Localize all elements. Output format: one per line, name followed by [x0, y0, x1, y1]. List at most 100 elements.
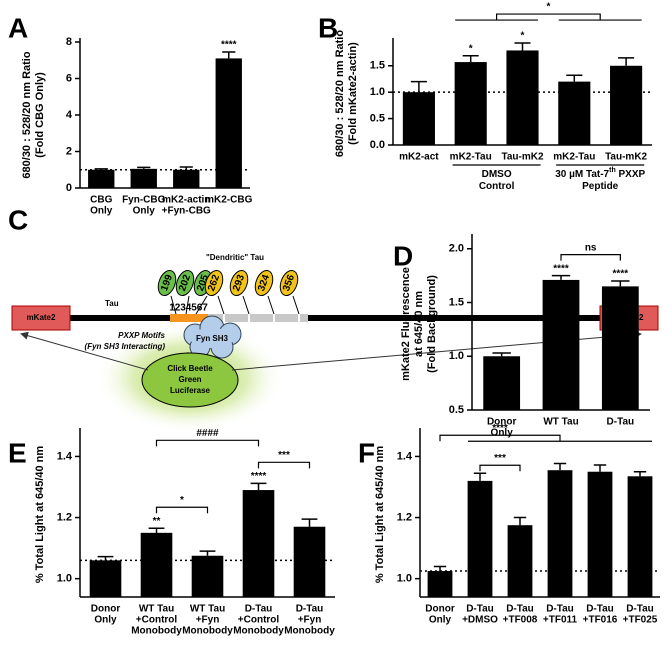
label: WT Tau: [139, 604, 174, 615]
significance: *: [469, 43, 473, 54]
stem: [292, 295, 300, 315]
bar: [242, 490, 275, 597]
bar: [507, 525, 533, 597]
error-bar: [566, 74, 583, 82]
y-tick-label: 1.0: [397, 573, 412, 585]
bracket: [479, 464, 521, 472]
site: [175, 269, 195, 297]
label: D-Tau: [607, 417, 635, 428]
label: PXXP Motifs: [118, 331, 165, 340]
y-tick-label: 2.0: [449, 243, 464, 255]
label: +Fyn-CBG: [162, 206, 211, 217]
stem: [170, 295, 177, 315]
y-axis-label: % Total Light at 645/40 nm: [374, 446, 386, 584]
y-tick-label: 6: [66, 72, 72, 84]
bar: [627, 476, 653, 597]
panel-letter: F: [358, 437, 375, 468]
bar: [130, 168, 157, 188]
label: 30 µM Tat-7th PXXP: [555, 167, 645, 179]
significance: ****: [251, 471, 267, 482]
label: D-Tau: [586, 604, 614, 615]
site: [229, 269, 249, 297]
bar: [173, 169, 200, 188]
stem: [217, 295, 225, 315]
label: Only: [94, 615, 117, 626]
motif-number: 4: [186, 303, 192, 314]
label: D-Tau: [466, 604, 494, 615]
error-bar: [513, 516, 527, 526]
y-tick-label: 1.5: [449, 296, 464, 308]
label: (Fyn SH3 Interacting): [85, 342, 166, 351]
label: Monobody: [182, 626, 233, 637]
y-tick-label: 1.2: [57, 511, 72, 523]
stem: [267, 295, 275, 315]
label-part: DMSO: [482, 169, 512, 180]
y-tick-label: 4: [66, 109, 73, 121]
bar: [140, 532, 173, 597]
label: +Fyn: [196, 615, 220, 626]
significance: *: [521, 31, 525, 42]
significance: ****: [221, 40, 237, 51]
error-bar: [551, 274, 571, 280]
stem: [195, 295, 208, 315]
label: CBG: [90, 195, 112, 206]
error-bar: [410, 80, 427, 93]
arrow: [20, 331, 149, 371]
motif-number: 5: [191, 303, 197, 314]
label-part: 30 µM Tat-7: [555, 169, 609, 180]
proline-region: [170, 314, 208, 322]
bar: [467, 480, 493, 597]
error-bar: [148, 527, 165, 533]
panel-letter: E: [8, 437, 27, 468]
y-tick-label: 2: [66, 145, 72, 157]
label: "Dendritic" Tau: [206, 253, 264, 262]
y-tick-label: 0.5: [449, 404, 464, 416]
y-tick-label: 0: [66, 182, 72, 194]
bracket: [257, 461, 311, 469]
label: Green: [178, 375, 201, 384]
label: mK2-act: [399, 152, 439, 163]
mkate-left: [11, 305, 71, 331]
luciferase: [141, 352, 239, 408]
label: Only: [491, 428, 514, 439]
bracket: [455, 13, 642, 21]
bar: [558, 81, 591, 145]
label: Donor: [487, 417, 517, 428]
motif-number: 2: [175, 303, 181, 314]
label: Fyn SH3: [196, 334, 229, 343]
y-axis-label: (Fold Background): [426, 275, 438, 373]
y-tick-label: 0.5: [370, 112, 385, 124]
significance: *: [180, 495, 184, 506]
label: +TF011: [543, 615, 578, 626]
y-tick-label: 1.0: [57, 573, 72, 585]
error-bar: [514, 42, 531, 51]
sites: 1234567199202205262293324356: [157, 269, 300, 322]
bar: [427, 571, 453, 597]
error-bar: [250, 482, 267, 491]
bracket: [439, 434, 652, 442]
label: Monobody: [284, 626, 335, 637]
panel-letter: D: [393, 240, 413, 271]
panel-letter: A: [8, 12, 28, 43]
label: +Control: [238, 615, 280, 626]
y-axis-label: % Total Light at 645/40 nm: [34, 446, 46, 584]
bar: [587, 471, 613, 597]
site-tick: [248, 314, 250, 322]
significance: ****: [553, 263, 569, 274]
label: Tau-mK2: [501, 152, 543, 163]
bar: [191, 555, 224, 597]
label: Fyn-CBG: [122, 195, 166, 206]
stem: [242, 295, 250, 315]
bar: [483, 356, 521, 410]
panel-letter: C: [8, 204, 28, 235]
bar: [402, 92, 435, 145]
motif-number: 1: [169, 303, 175, 314]
significance: ns: [585, 242, 597, 253]
y-axis-label: 680/30 : 528/20 nm Ratio: [21, 51, 33, 178]
y-axis-label: at 645/40 nm: [413, 291, 425, 357]
label-part: Peptide: [582, 181, 619, 192]
error-bar: [199, 550, 216, 556]
label: +DMSO: [462, 615, 498, 626]
label: Only: [133, 206, 156, 217]
error-bar: [553, 462, 567, 471]
